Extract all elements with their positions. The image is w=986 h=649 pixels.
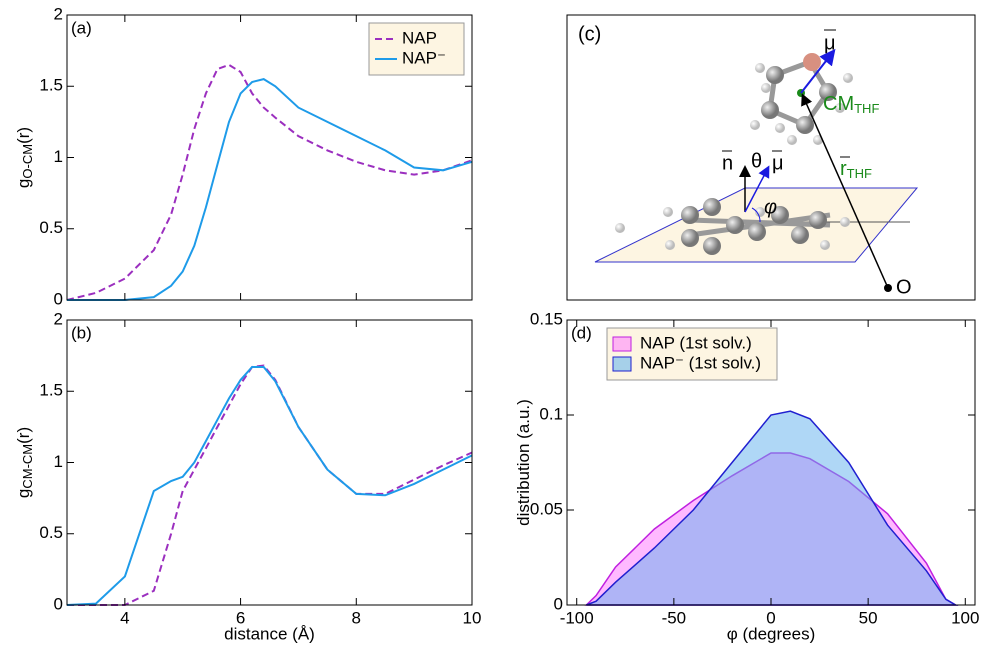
y-tick-label: 2 <box>54 4 63 23</box>
angle-label: φ <box>764 196 777 218</box>
panel-label: (d) <box>571 323 592 342</box>
legend-label: NAP⁻ (1st solv.) <box>640 353 761 372</box>
y-label-text: g <box>14 489 33 498</box>
y-tick-label: 0 <box>54 289 63 308</box>
x-axis-label: φ (degrees) <box>727 624 816 643</box>
panel-label: (b) <box>71 323 92 342</box>
y-tick-label: 0 <box>54 594 63 613</box>
y-tick-label: 1.5 <box>39 381 63 400</box>
y-tick-label: 0.5 <box>39 218 63 237</box>
cm-text: CM <box>823 93 854 115</box>
r-label: rTHF <box>840 158 872 181</box>
y-tick-label: 0.15 <box>530 309 563 328</box>
y-tick-label: 0.05 <box>530 499 563 518</box>
y-tick-label: 1 <box>54 452 63 471</box>
y-tick-label: 1.5 <box>39 76 63 95</box>
x-tick-label: -50 <box>662 608 687 627</box>
axes-frame <box>67 320 472 605</box>
diagram-panel: (c) μ CMTHF n θ μ rTHF φ O <box>567 15 975 300</box>
legend-label: NAP (1st solv.) <box>640 333 752 352</box>
line <box>67 367 472 605</box>
legend-label: NAP⁻ <box>402 48 446 67</box>
x-tick-label: 50 <box>859 608 878 627</box>
x-tick-label: -100 <box>560 608 594 627</box>
y-axis-label: gO-CM(r) <box>14 127 35 188</box>
y-label-text: distribution (a.u.) <box>514 399 533 526</box>
y-tick-label: 0.1 <box>539 404 563 423</box>
x-tick-label: 8 <box>352 608 361 627</box>
legend-label: NAP <box>402 28 437 47</box>
y-label-suffix: (r) <box>14 127 33 144</box>
y-axis-label: gCM-CM(r) <box>14 427 35 498</box>
area <box>586 411 955 605</box>
y-label-sub: O-CM <box>20 144 35 179</box>
y-tick-label: 0.5 <box>39 523 63 542</box>
y-tick-label: 1 <box>54 147 63 166</box>
line <box>67 79 472 300</box>
vector-label: n <box>722 152 733 174</box>
y-tick-label: 2 <box>54 309 63 328</box>
y-label-sub: CM-CM <box>20 444 35 489</box>
origin <box>884 284 892 292</box>
x-tick-label: 4 <box>120 608 129 627</box>
line <box>67 65 472 300</box>
cm-label: CMTHF <box>823 93 879 116</box>
x-axis-label: distance (Å) <box>224 624 315 643</box>
y-label-suffix: (r) <box>14 427 33 444</box>
x-tick-label: 10 <box>463 608 482 627</box>
legend-swatch <box>613 337 631 351</box>
origin-label: O <box>896 276 912 298</box>
panel-label: (a) <box>71 18 92 37</box>
x-tick-label: 100 <box>951 608 979 627</box>
y-axis-label: distribution (a.u.) <box>514 399 533 526</box>
r-sub: THF <box>847 166 872 181</box>
vector-label: μ <box>824 32 836 54</box>
vector-label: μ <box>772 152 784 174</box>
panel-label: (c) <box>578 23 601 45</box>
cm-sub: THF <box>854 101 879 116</box>
y-label-text: g <box>14 179 33 188</box>
legend-swatch <box>613 357 631 371</box>
figure: (c) μ CMTHF n θ μ rTHF φ O 00.511.52(a)g… <box>0 0 986 644</box>
angle-label: θ <box>751 150 762 172</box>
